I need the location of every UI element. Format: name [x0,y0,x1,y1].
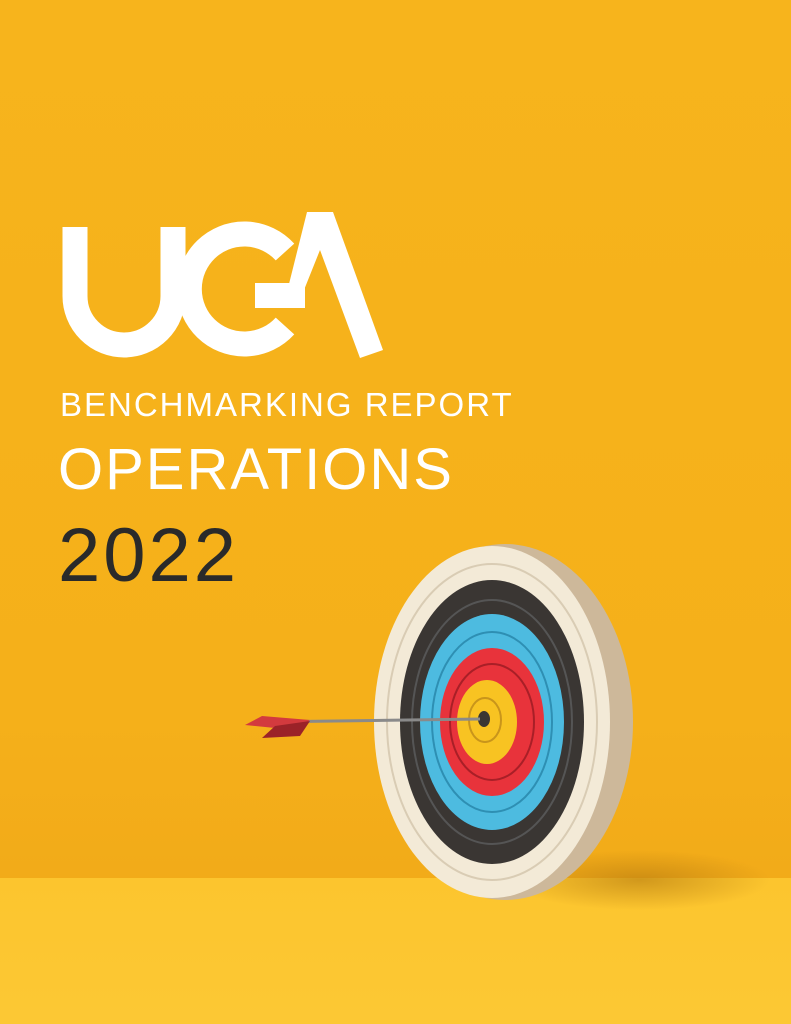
report-year: 2022 [58,513,240,598]
uca-logo [62,212,383,358]
report-title: OPERATIONS [58,437,454,502]
bullseye [478,711,490,727]
report-subtitle: BENCHMARKING REPORT [60,386,514,423]
arrow-icon [245,716,481,738]
